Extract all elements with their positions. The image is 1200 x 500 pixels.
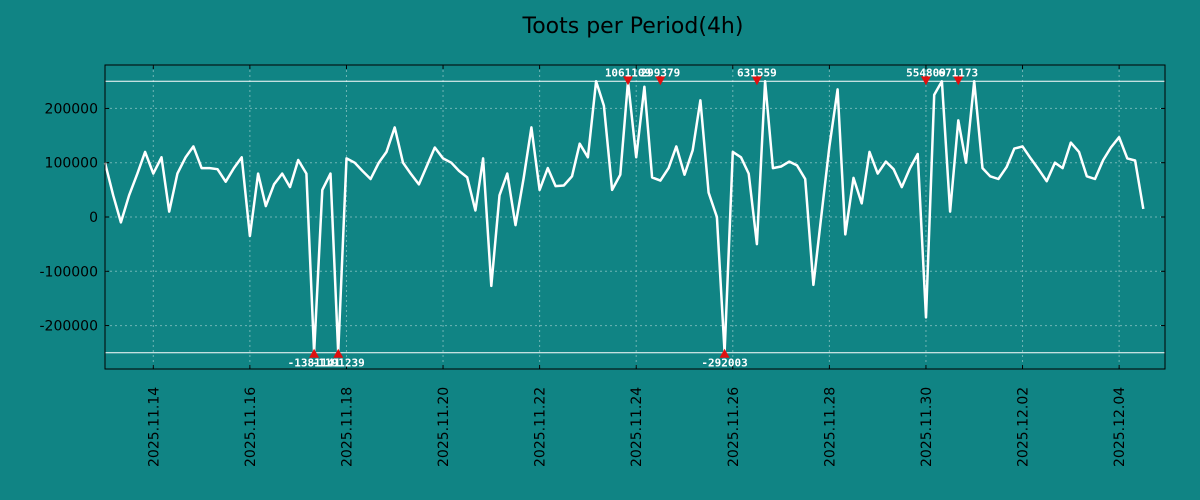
peak-marker bbox=[655, 76, 666, 86]
y-tick-label: 100000 bbox=[45, 156, 98, 172]
x-tick-label: 2025.12.02 bbox=[1016, 387, 1032, 467]
x-tick-label: 2025.11.26 bbox=[726, 387, 742, 467]
x-tick-label: 2025.11.30 bbox=[919, 387, 935, 467]
series-line-toots bbox=[103, 80, 1145, 354]
peak-marker bbox=[920, 76, 931, 86]
y-tick-label: 200000 bbox=[45, 101, 98, 117]
trough-label: -1381141 bbox=[288, 357, 341, 370]
x-tick-label: 2025.11.20 bbox=[436, 387, 452, 467]
x-tick-label: 2025.11.24 bbox=[629, 387, 645, 467]
trough-label: -1191239 bbox=[312, 357, 365, 370]
peak-marker bbox=[622, 76, 633, 86]
trough-label: -292003 bbox=[701, 357, 747, 370]
x-tick-label: 2025.11.14 bbox=[146, 387, 162, 467]
x-tick-label: 2025.11.28 bbox=[822, 387, 838, 467]
y-tick-label: 0 bbox=[89, 210, 98, 226]
peak-label: 631559 bbox=[737, 66, 777, 79]
y-tick-label: -200000 bbox=[40, 319, 99, 335]
y-tick-label: -100000 bbox=[40, 264, 99, 280]
peak-label: 299379 bbox=[640, 66, 680, 79]
x-tick-label: 2025.11.18 bbox=[339, 387, 355, 467]
trough-marker bbox=[333, 348, 344, 358]
x-tick-label: 2025.12.04 bbox=[1112, 387, 1128, 467]
peak-marker bbox=[751, 76, 762, 86]
chart-title: Toots per Period(4h) bbox=[522, 14, 744, 39]
plot-frame bbox=[104, 64, 1166, 370]
x-tick-label: 2025.11.22 bbox=[533, 387, 549, 467]
peak-label: 671173 bbox=[938, 66, 978, 79]
trough-marker bbox=[309, 348, 320, 358]
x-tick-label: 2025.11.16 bbox=[243, 387, 259, 467]
peak-marker bbox=[953, 76, 964, 86]
peak-label: 1061109 bbox=[605, 66, 651, 79]
trough-marker bbox=[719, 348, 730, 358]
peak-label: 554809 bbox=[906, 66, 946, 79]
